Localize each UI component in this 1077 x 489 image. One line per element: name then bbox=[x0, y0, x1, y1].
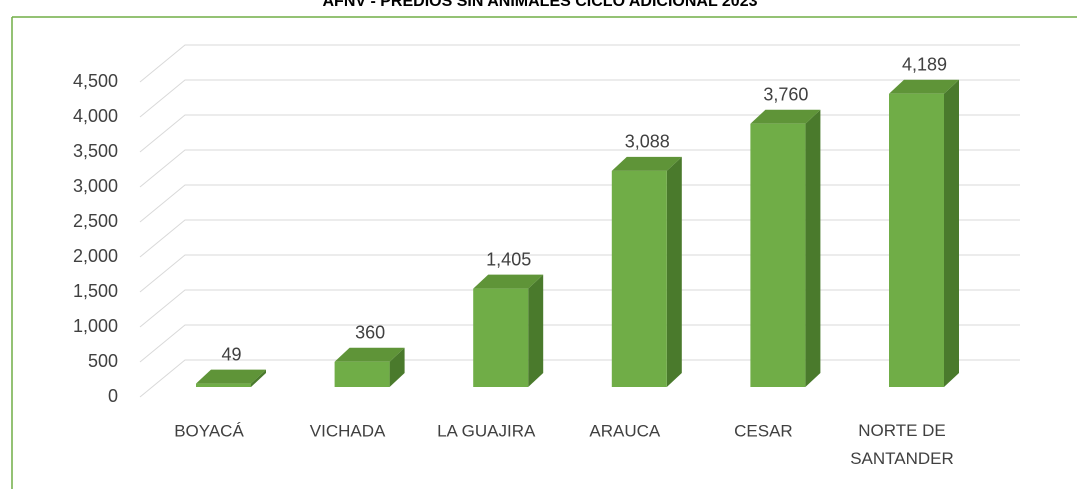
grid-line bbox=[139, 149, 1020, 188]
y-tick-label: 1,000 bbox=[73, 316, 118, 336]
grid-line bbox=[139, 324, 1020, 363]
data-label: 49 bbox=[221, 344, 241, 364]
grid-line bbox=[139, 184, 1020, 223]
grid-line bbox=[139, 289, 1020, 328]
bar bbox=[611, 156, 682, 387]
bar-side bbox=[666, 156, 682, 387]
y-tick-label: 2,500 bbox=[73, 211, 118, 231]
grid-line bbox=[139, 254, 1020, 293]
grid-line bbox=[139, 44, 1020, 83]
y-tick-label: 4,500 bbox=[73, 71, 118, 91]
bar-front bbox=[750, 123, 806, 388]
bar bbox=[889, 79, 959, 388]
bar-top bbox=[889, 79, 959, 94]
bar-side bbox=[251, 369, 266, 387]
data-label: 1,405 bbox=[486, 249, 531, 269]
bar-top bbox=[473, 274, 544, 289]
y-tick-label: 500 bbox=[88, 351, 118, 371]
y-tick-label: 2,000 bbox=[73, 246, 118, 266]
bar-side bbox=[389, 347, 405, 387]
bar-top bbox=[611, 156, 682, 171]
x-tick-label: BOYACÁ bbox=[174, 421, 244, 440]
bar-front bbox=[611, 170, 667, 387]
bar-top bbox=[334, 347, 405, 362]
bar bbox=[334, 347, 405, 387]
y-tick-label: 4,000 bbox=[73, 106, 118, 126]
y-tick-label: 3,000 bbox=[73, 176, 118, 196]
x-tick-label: ARAUCA bbox=[589, 421, 661, 440]
data-label: 360 bbox=[355, 323, 385, 343]
bar-top bbox=[196, 369, 266, 384]
y-tick-label: 0 bbox=[108, 386, 118, 406]
bar-side bbox=[805, 109, 821, 388]
bar bbox=[196, 369, 266, 387]
grid-line bbox=[139, 79, 1020, 118]
grid-line bbox=[139, 114, 1020, 153]
bar bbox=[473, 274, 544, 387]
data-label: 3,760 bbox=[763, 85, 808, 105]
chart-title: AFNV - PREDIOS SIN ANIMALES CICLO ADICIO… bbox=[322, 0, 757, 10]
bar-side bbox=[944, 79, 959, 388]
bar-top bbox=[750, 109, 821, 124]
x-tick-label: NORTE DE SANTANDER bbox=[850, 421, 954, 468]
data-label: 3,088 bbox=[625, 132, 670, 152]
bar-front bbox=[334, 361, 390, 387]
x-tick-label: VICHADA bbox=[310, 421, 386, 440]
y-tick-label: 3,500 bbox=[73, 141, 118, 161]
grid-line bbox=[139, 359, 1020, 398]
bar-side bbox=[528, 274, 544, 387]
x-tick-label: LA GUAJIRA bbox=[437, 421, 536, 440]
grid-line bbox=[139, 219, 1020, 258]
bar-front bbox=[196, 383, 251, 387]
bar bbox=[750, 109, 821, 388]
y-tick-label: 1,500 bbox=[73, 281, 118, 301]
bar-front bbox=[473, 288, 529, 387]
bar-front bbox=[889, 93, 944, 388]
x-tick-label: CESAR bbox=[734, 421, 793, 440]
data-label: 4,189 bbox=[902, 55, 947, 75]
